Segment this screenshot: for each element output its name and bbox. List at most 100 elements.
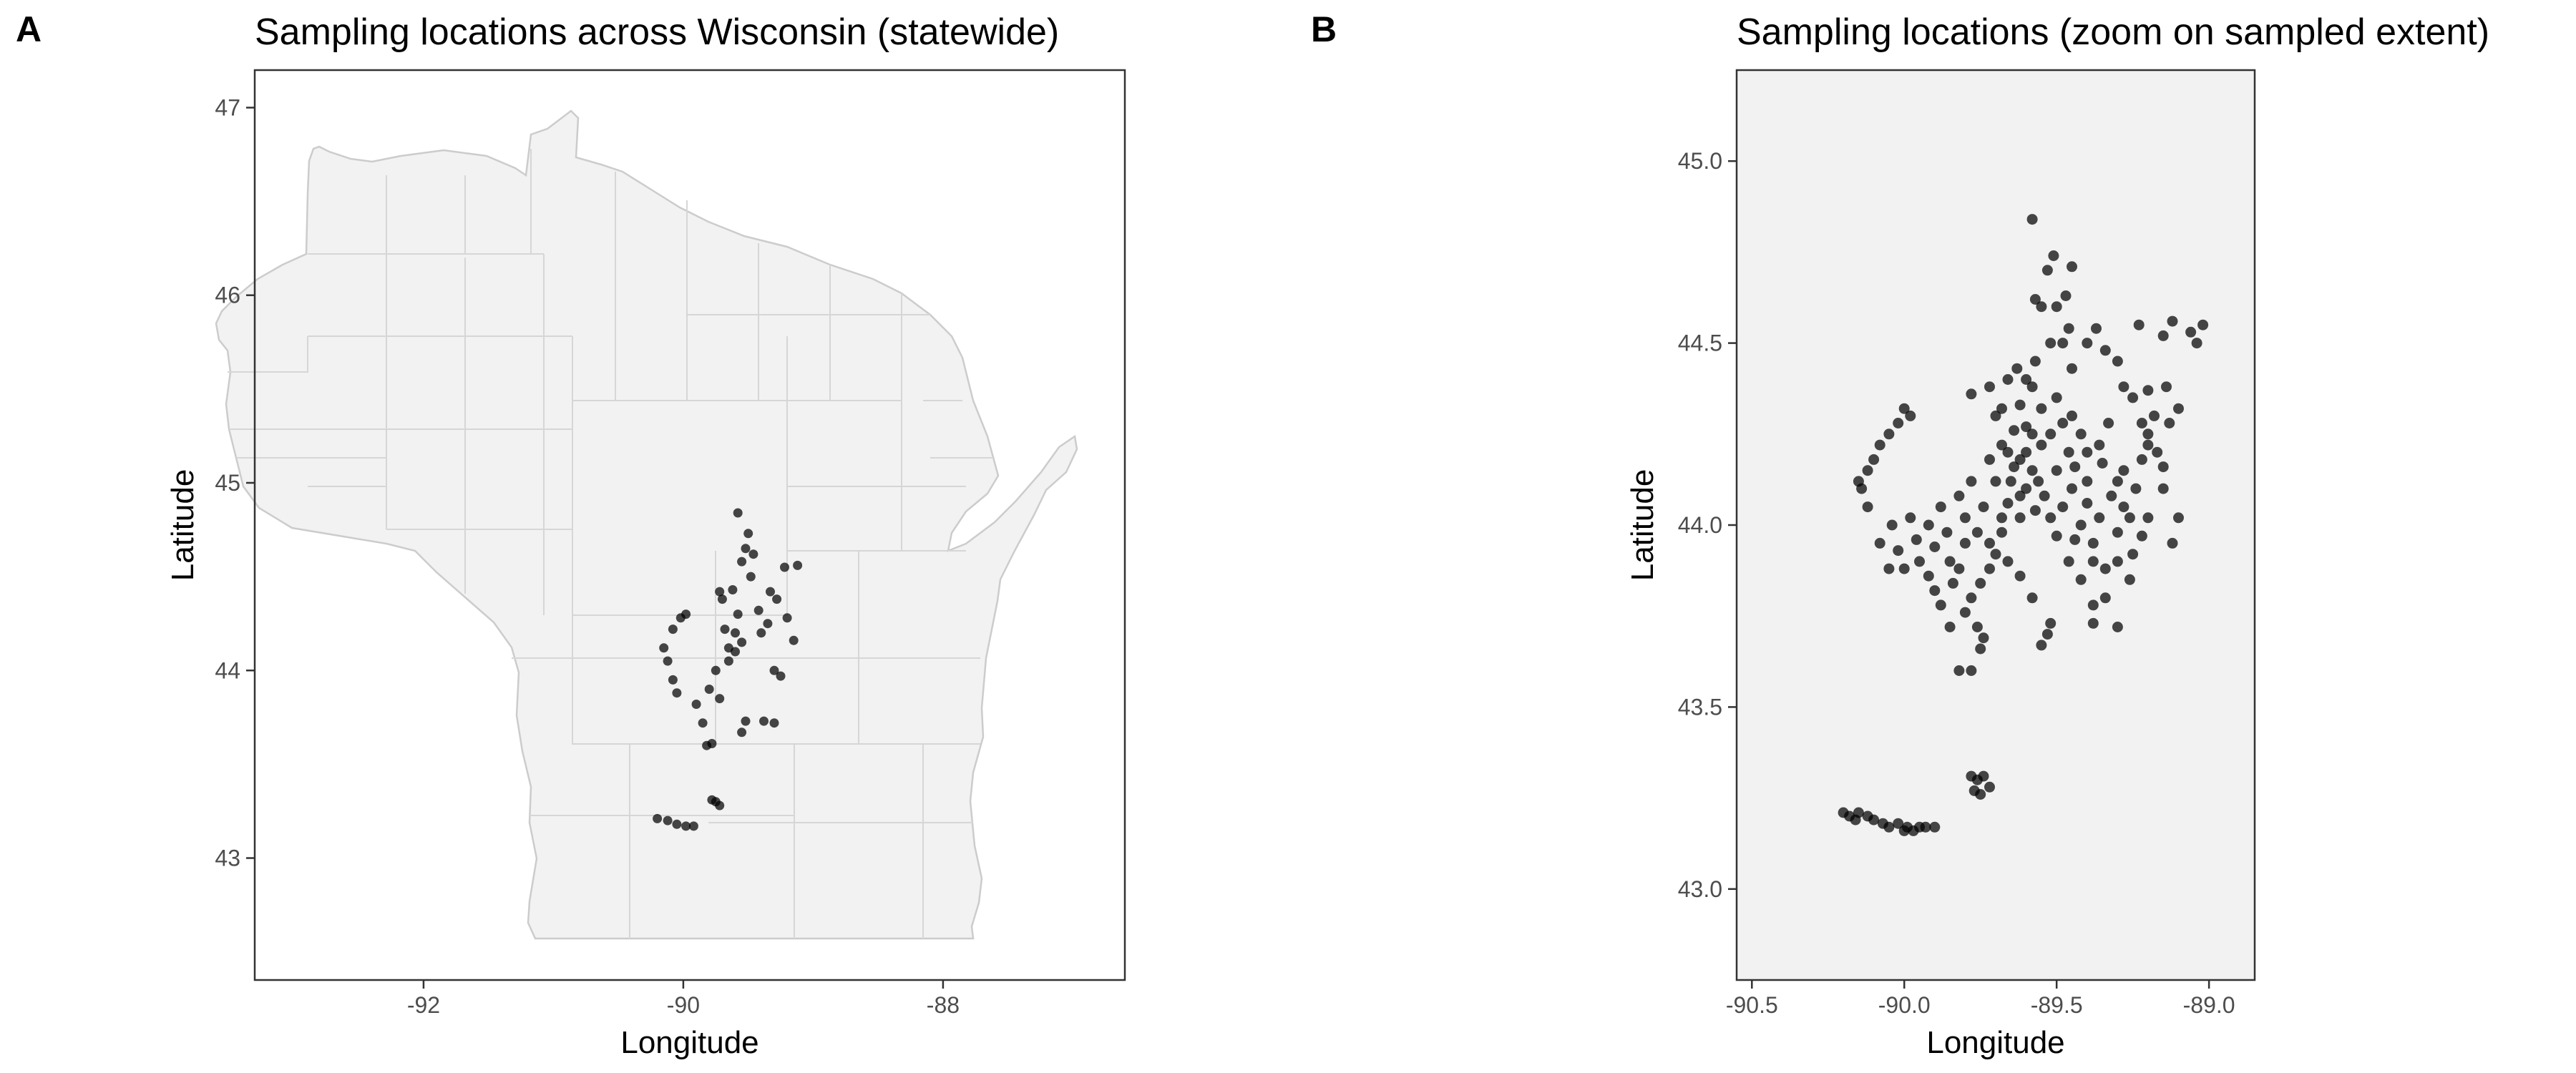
- sample-point: [1874, 537, 1885, 549]
- sample-point: [1971, 526, 1983, 538]
- sample-point: [691, 700, 701, 709]
- panel-a-frame: [253, 69, 1126, 981]
- sample-point: [720, 624, 730, 635]
- panel-b-x-axis: -90.5 -90.0 -89.5 -89.0: [1726, 980, 2235, 1018]
- sample-point: [2014, 490, 2026, 501]
- sample-point: [1923, 519, 1934, 531]
- sample-point: [2142, 385, 2154, 396]
- sample-point: [2021, 483, 2032, 494]
- sample-point: [2036, 439, 2047, 451]
- sample-point: [2002, 374, 2014, 385]
- sample-point: [2051, 465, 2062, 476]
- panel-b-points: [1838, 214, 2209, 836]
- sample-point: [2142, 439, 2154, 451]
- sample-point: [2161, 381, 2172, 393]
- sample-point: [1953, 563, 1965, 574]
- x-tick-label: -88: [927, 992, 960, 1018]
- sample-point: [2112, 476, 2123, 487]
- sample-point: [2087, 556, 2099, 567]
- sample-point: [2021, 374, 2032, 385]
- sample-point: [2021, 446, 2032, 458]
- sample-point: [741, 716, 751, 726]
- sample-point: [1978, 632, 1989, 644]
- sample-point: [2082, 338, 2093, 349]
- sample-point: [2026, 428, 2038, 440]
- sample-point: [2124, 574, 2135, 585]
- sample-point: [2009, 461, 2020, 473]
- sample-point: [1984, 537, 1995, 549]
- sample-point: [2094, 512, 2105, 524]
- sample-point: [2173, 512, 2184, 524]
- sample-point: [753, 605, 763, 615]
- sample-point: [1874, 439, 1885, 451]
- sample-point: [1996, 403, 2007, 414]
- sample-point: [1868, 454, 1880, 465]
- sample-point: [2002, 556, 2014, 567]
- sample-point: [733, 609, 743, 619]
- sample-point: [2124, 512, 2135, 524]
- sample-point: [2185, 326, 2197, 338]
- sample-point: [1862, 465, 1873, 476]
- sample-point: [2112, 622, 2123, 632]
- sample-point: [1984, 781, 1995, 793]
- sample-point: [2002, 498, 2014, 509]
- sample-point: [1944, 622, 1956, 632]
- sample-point: [2099, 345, 2111, 356]
- sample-point: [2133, 319, 2145, 330]
- sample-point: [2075, 574, 2087, 585]
- sample-point: [2087, 537, 2099, 549]
- sample-point: [2026, 214, 2038, 225]
- panel-b-x-label: Longitude: [1926, 1025, 2064, 1060]
- sample-point: [1959, 537, 1971, 549]
- sample-point: [2051, 301, 2062, 313]
- y-tick-label: 43.0: [1678, 876, 1722, 902]
- sample-point: [746, 572, 756, 582]
- sample-point: [2045, 428, 2057, 440]
- y-tick-label: 45: [215, 470, 240, 496]
- y-tick-label: 44.5: [1678, 330, 1722, 356]
- sample-point: [1975, 577, 1986, 589]
- sample-point: [2099, 592, 2111, 604]
- sample-point: [653, 813, 663, 823]
- sample-point: [1893, 818, 1904, 829]
- sample-point: [2118, 381, 2129, 393]
- sample-point: [698, 718, 708, 728]
- sample-point: [1905, 410, 1916, 421]
- sample-point: [2060, 290, 2072, 301]
- x-tick-label: -92: [407, 992, 440, 1018]
- sample-point: [769, 718, 779, 728]
- sample-point: [2157, 330, 2169, 341]
- panel-b-y-axis: 43.0 43.5 44.0 44.5 45.0: [1678, 148, 1737, 902]
- panel-a-title: Sampling locations across Wisconsin (sta…: [255, 11, 1059, 53]
- sample-point: [723, 643, 733, 653]
- sample-point: [1905, 512, 1916, 524]
- sample-point: [1953, 665, 1965, 676]
- sample-point: [2136, 530, 2147, 542]
- sample-point: [731, 628, 740, 638]
- sample-point: [1883, 563, 1895, 574]
- sample-point: [1893, 418, 1904, 428]
- sample-point: [688, 821, 698, 831]
- sample-point: [1996, 512, 2007, 524]
- sample-point: [1868, 814, 1880, 825]
- panel-b: B Sampling locations (zoom on sampled ex…: [1311, 9, 2489, 1060]
- sample-point: [2026, 381, 2038, 393]
- sample-point: [766, 587, 775, 597]
- sample-point: [728, 585, 738, 594]
- panel-b-tag: B: [1311, 9, 1337, 49]
- panel-b-title: Sampling locations (zoom on sampled exte…: [1737, 11, 2489, 53]
- sample-point: [1929, 821, 1941, 833]
- sample-point: [2191, 338, 2202, 349]
- y-tick-label: 47: [215, 94, 240, 120]
- sample-point: [748, 549, 758, 559]
- sample-point: [1959, 607, 1971, 618]
- sample-point: [2152, 446, 2163, 458]
- sample-point: [715, 587, 725, 597]
- sample-point: [737, 557, 747, 567]
- sample-point: [2157, 461, 2169, 473]
- sample-point: [2067, 363, 2077, 374]
- wisconsin-basemap: [215, 109, 1078, 940]
- sample-point: [2057, 338, 2069, 349]
- sample-point: [1883, 428, 1895, 440]
